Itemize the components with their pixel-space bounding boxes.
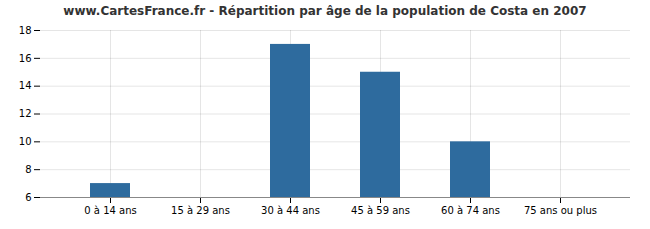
- svg-text:14: 14: [19, 80, 32, 91]
- svg-text:0 à 14 ans: 0 à 14 ans: [84, 205, 136, 216]
- svg-text:8: 8: [25, 164, 31, 175]
- svg-text:75 ans ou plus: 75 ans ou plus: [524, 205, 597, 216]
- svg-text:12: 12: [19, 108, 32, 119]
- svg-text:6: 6: [25, 192, 31, 203]
- svg-text:18: 18: [19, 25, 32, 36]
- svg-text:30 à 44 ans: 30 à 44 ans: [261, 205, 320, 216]
- svg-text:10: 10: [19, 136, 32, 147]
- svg-text:60 à 74 ans: 60 à 74 ans: [441, 205, 500, 216]
- svg-text:15 à 29 ans: 15 à 29 ans: [171, 205, 230, 216]
- html-text:www.CartesFrance.fr - Répartit: www.CartesFrance.fr - Répartition par âg…: [63, 4, 587, 18]
- svg-text:16: 16: [19, 53, 32, 64]
- svg-text:45 à 59 ans: 45 à 59 ans: [351, 205, 410, 216]
